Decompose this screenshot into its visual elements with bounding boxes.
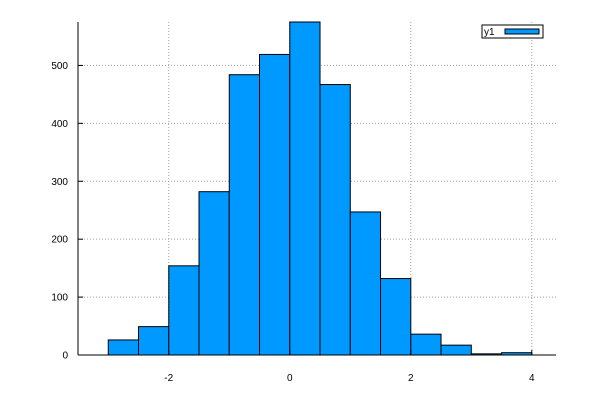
axis-layer: 0 100 200 300 400 500 -2 0 2 4 [51,22,556,384]
x-tick-label: 0 [287,373,293,384]
legend: y1 [481,24,544,39]
y-tick-label: 300 [51,177,68,188]
x-tick-label: -2 [164,373,173,384]
y-tick-label: 200 [51,235,68,246]
histogram-bar [228,74,261,356]
histogram-bar [198,191,230,356]
y-tick-label: 0 [62,351,68,362]
y-tick-label: 400 [51,119,68,130]
y-tick-label: 500 [51,61,68,72]
legend-label: y1 [484,27,495,38]
histogram-bar [138,326,170,356]
bar-layer [107,21,533,356]
x-tick-label: 2 [408,373,414,384]
histogram-bar [319,84,351,356]
x-tick-label: 4 [529,373,535,384]
legend-swatch [504,28,540,35]
y-tick-label: 100 [51,293,68,304]
histogram-bar [349,211,382,356]
histogram-bar [289,21,321,356]
histogram-bar [107,339,140,356]
histogram-bar [380,278,412,356]
histogram-bar [410,333,442,356]
histogram-bar [259,53,291,356]
histogram-bar [168,265,200,356]
histogram-bar [440,344,472,356]
